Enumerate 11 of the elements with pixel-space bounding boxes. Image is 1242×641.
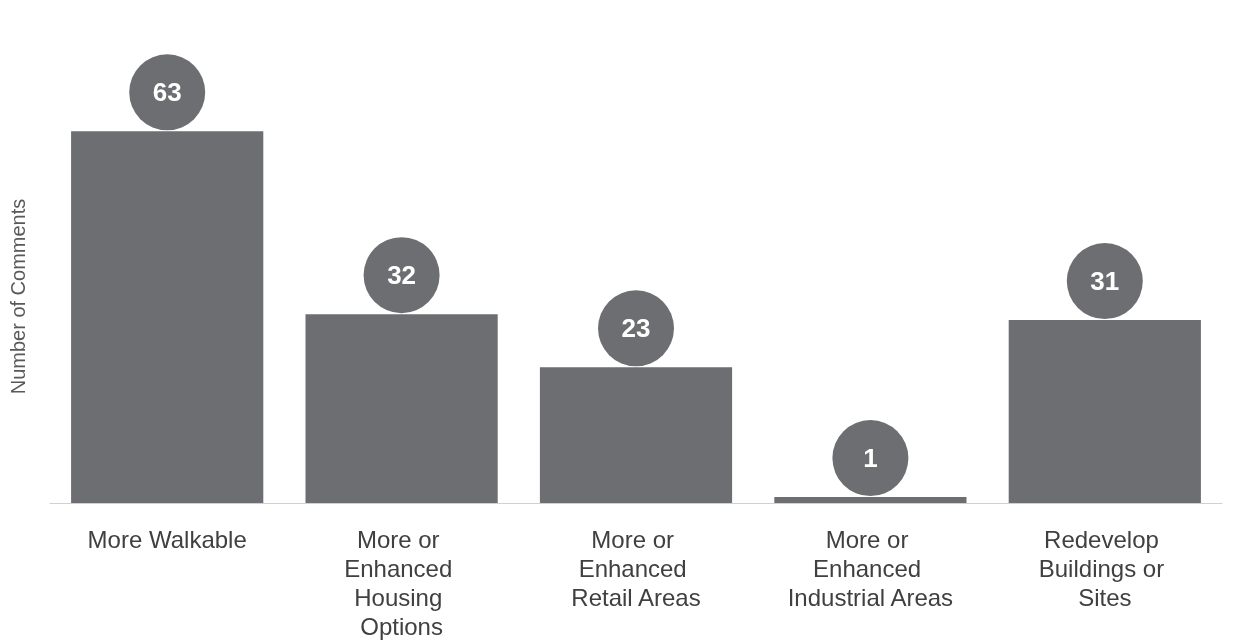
x-tick-label: More or Enhanced Retail Areas xyxy=(571,526,701,611)
data-label: 1 xyxy=(863,443,878,474)
y-axis-title: Number of Comments xyxy=(7,198,29,395)
data-label: 23 xyxy=(621,313,651,344)
data-label: 63 xyxy=(152,77,182,108)
data-label: 31 xyxy=(1090,266,1120,297)
data-label: 32 xyxy=(387,260,417,291)
x-tick-label: More or Enhanced Housing Options xyxy=(344,526,459,640)
x-tick-label: More Walkable xyxy=(87,526,247,553)
x-tick-label: Redevelop Buildings or Sites xyxy=(1038,526,1171,611)
x-tick-label: More or Enhanced Industrial Areas xyxy=(787,526,954,611)
